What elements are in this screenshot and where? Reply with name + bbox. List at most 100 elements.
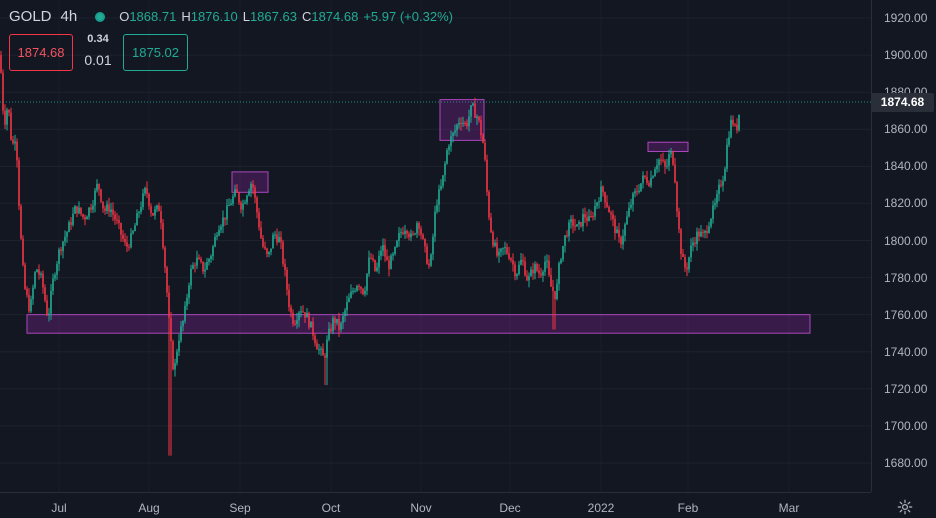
candle-body bbox=[132, 231, 134, 234]
candle-body bbox=[570, 219, 572, 223]
candle-body bbox=[386, 256, 388, 261]
candle-body bbox=[640, 183, 642, 191]
candle-body bbox=[240, 202, 242, 210]
candle-body bbox=[414, 233, 416, 235]
candle-body bbox=[18, 160, 20, 206]
candle-body bbox=[556, 283, 558, 300]
candle-body bbox=[642, 175, 644, 184]
candle-body bbox=[330, 328, 332, 332]
candle-body bbox=[318, 349, 320, 351]
candle-body bbox=[102, 201, 104, 209]
candle-body bbox=[332, 318, 334, 332]
candle-body bbox=[662, 159, 664, 161]
candle-body bbox=[94, 190, 96, 206]
candle-body bbox=[594, 205, 596, 217]
candle-body bbox=[440, 185, 442, 190]
price-tick-label: 1900.00 bbox=[884, 48, 928, 63]
candle-body bbox=[264, 246, 266, 249]
candle-body bbox=[320, 348, 322, 350]
candle-body bbox=[328, 328, 330, 340]
candle-body bbox=[374, 260, 376, 271]
time-axis[interactable]: Jul Aug Sep Oct Nov Dec 2022 Feb Mar bbox=[0, 492, 871, 518]
candle-body bbox=[316, 343, 318, 350]
candle-body bbox=[296, 320, 298, 325]
candle-body bbox=[484, 142, 486, 160]
candle-body bbox=[660, 159, 662, 161]
candle-body bbox=[498, 251, 500, 256]
price-axis[interactable]: 1920.001900.001880.001860.001840.001820.… bbox=[871, 0, 936, 492]
candle-body bbox=[490, 217, 492, 233]
candle-body bbox=[398, 232, 400, 241]
candle-body bbox=[174, 363, 176, 370]
candle-body bbox=[34, 272, 36, 288]
candle-body bbox=[528, 276, 530, 281]
candle-body bbox=[624, 224, 626, 236]
candle-body bbox=[396, 240, 398, 247]
candle-body bbox=[92, 205, 94, 210]
candle-body bbox=[576, 224, 578, 227]
buy-button[interactable]: 1875.02 bbox=[123, 34, 188, 71]
candle-body bbox=[608, 206, 610, 213]
candlestick-chart[interactable] bbox=[0, 0, 871, 492]
candle-body bbox=[476, 116, 478, 118]
candle-body bbox=[592, 216, 594, 218]
candle-body bbox=[630, 204, 632, 208]
candle-body bbox=[162, 223, 164, 248]
candle-body bbox=[20, 205, 22, 239]
candle-body bbox=[676, 182, 678, 212]
candle-body bbox=[226, 205, 228, 220]
candle-body bbox=[58, 249, 60, 265]
candle-body bbox=[172, 341, 174, 370]
candle-body bbox=[148, 193, 150, 207]
candle-body bbox=[378, 255, 380, 268]
chart-plot-area[interactable] bbox=[0, 0, 871, 492]
chart-legend: GOLD 4h O 1868.71 H 1876.10 L 1867.63 C 1874… bbox=[9, 8, 453, 25]
candle-body bbox=[168, 292, 170, 318]
sell-button[interactable]: 1874.68 bbox=[9, 34, 73, 71]
candle-body bbox=[182, 321, 184, 327]
symbol-name[interactable]: GOLD bbox=[9, 8, 52, 25]
candle-body bbox=[472, 103, 474, 106]
candle-body bbox=[124, 238, 126, 243]
candle-body bbox=[334, 318, 336, 324]
candle-body bbox=[500, 248, 502, 252]
candle-body bbox=[6, 109, 8, 125]
candle-body bbox=[268, 251, 270, 255]
candle-body bbox=[184, 305, 186, 322]
candle-body bbox=[686, 267, 688, 270]
candle-body bbox=[688, 257, 690, 270]
candle-body bbox=[666, 165, 668, 167]
candle-body bbox=[114, 214, 116, 220]
candle-body bbox=[222, 217, 224, 227]
candle-body bbox=[64, 236, 66, 242]
candle-body bbox=[128, 246, 130, 248]
candle-body bbox=[678, 211, 680, 230]
candle-body bbox=[210, 256, 212, 259]
candle-body bbox=[228, 205, 230, 207]
candle-body bbox=[584, 214, 586, 218]
candle-body bbox=[254, 187, 256, 198]
candle-body bbox=[670, 151, 672, 154]
candle-body bbox=[86, 216, 88, 220]
candle-body bbox=[324, 355, 326, 358]
candle-body bbox=[668, 153, 670, 166]
candle-body bbox=[376, 267, 378, 271]
candle-body bbox=[164, 247, 166, 268]
candle-body bbox=[380, 250, 382, 256]
interval-label[interactable]: 4h bbox=[60, 8, 78, 25]
candle-body bbox=[10, 112, 12, 140]
candle-body bbox=[368, 257, 370, 274]
candle-body bbox=[276, 234, 278, 243]
gear-icon[interactable] bbox=[896, 498, 914, 516]
candle-body bbox=[206, 261, 208, 270]
candle-body bbox=[342, 316, 344, 323]
candle-body bbox=[314, 335, 316, 344]
candle-body bbox=[346, 301, 348, 311]
candle-body bbox=[520, 259, 522, 265]
candle-body bbox=[596, 202, 598, 206]
candle-body bbox=[706, 230, 708, 233]
candle-body bbox=[628, 207, 630, 217]
candle-body bbox=[488, 191, 490, 218]
candle-body bbox=[38, 269, 40, 275]
candle-body bbox=[198, 257, 200, 260]
